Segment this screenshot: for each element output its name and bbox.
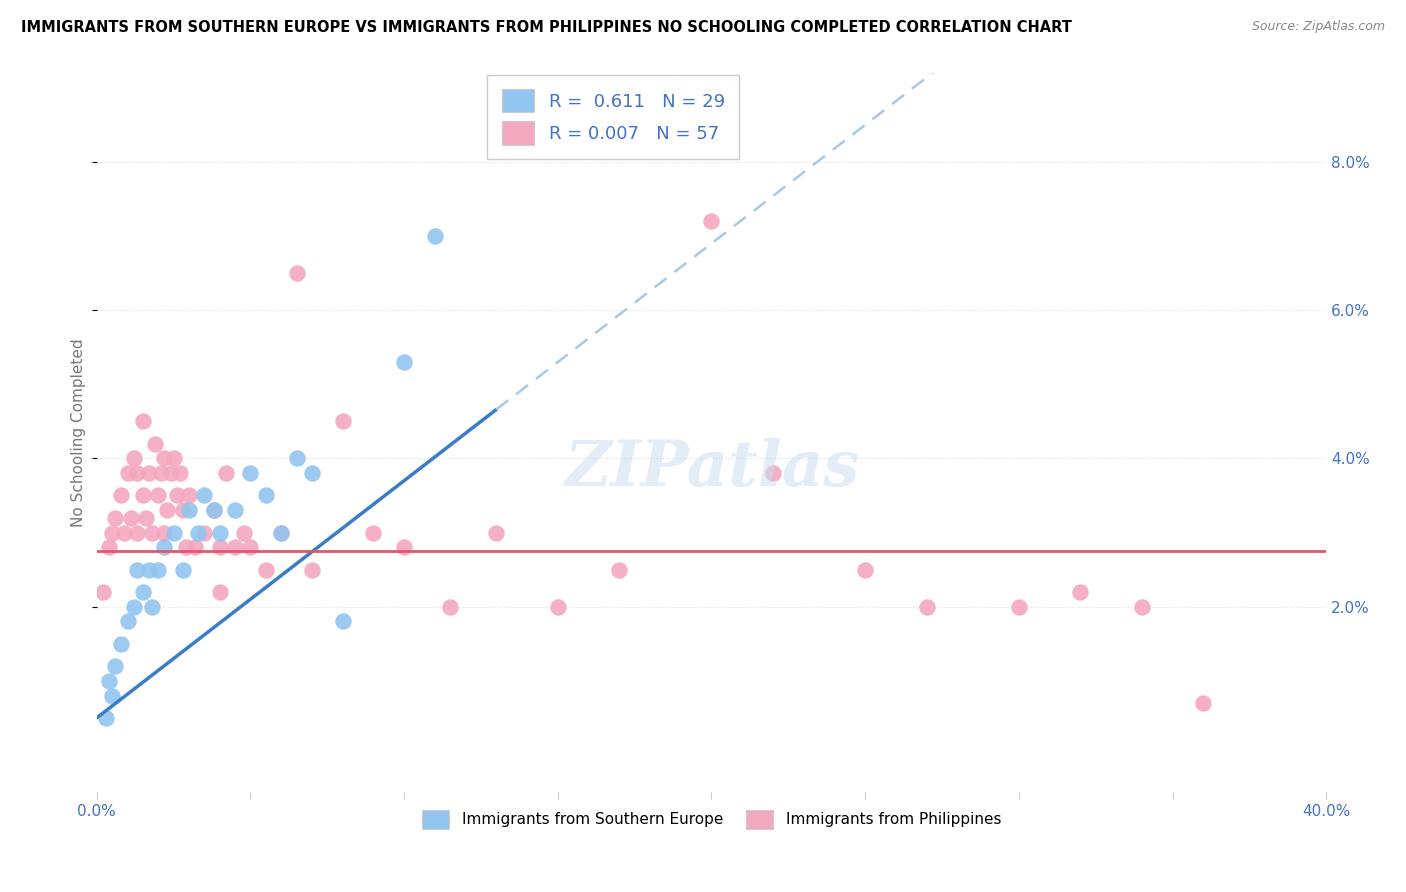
- Text: ZIPatlas: ZIPatlas: [564, 438, 859, 500]
- Point: [174, 541, 197, 555]
- Point: [762, 467, 785, 481]
- Point: [98, 541, 121, 555]
- Point: [177, 503, 200, 517]
- Y-axis label: No Schooling Completed: No Schooling Completed: [72, 338, 86, 527]
- Point: [153, 541, 176, 555]
- Point: [363, 525, 385, 540]
- Text: IMMIGRANTS FROM SOUTHERN EUROPE VS IMMIGRANTS FROM PHILIPPINES NO SCHOOLING COMP: IMMIGRANTS FROM SOUTHERN EUROPE VS IMMIG…: [21, 20, 1071, 35]
- Point: [156, 503, 179, 517]
- Point: [177, 488, 200, 502]
- Point: [224, 503, 246, 517]
- Point: [166, 488, 188, 502]
- Point: [153, 525, 176, 540]
- Point: [135, 510, 157, 524]
- Point: [1008, 599, 1031, 614]
- Point: [700, 214, 723, 228]
- Point: [138, 563, 160, 577]
- Point: [208, 525, 231, 540]
- Point: [208, 541, 231, 555]
- Text: Source: ZipAtlas.com: Source: ZipAtlas.com: [1251, 20, 1385, 33]
- Point: [270, 525, 292, 540]
- Point: [141, 525, 163, 540]
- Point: [202, 503, 225, 517]
- Point: [125, 467, 148, 481]
- Point: [607, 563, 630, 577]
- Point: [159, 467, 181, 481]
- Point: [301, 467, 323, 481]
- Point: [423, 229, 446, 244]
- Point: [193, 525, 215, 540]
- Point: [138, 467, 160, 481]
- Point: [485, 525, 508, 540]
- Point: [853, 563, 876, 577]
- Point: [169, 467, 191, 481]
- Point: [285, 451, 308, 466]
- Point: [132, 584, 155, 599]
- Point: [239, 467, 262, 481]
- Point: [101, 525, 124, 540]
- Point: [1130, 599, 1153, 614]
- Point: [104, 510, 127, 524]
- Legend: Immigrants from Southern Europe, Immigrants from Philippines: Immigrants from Southern Europe, Immigra…: [416, 804, 1007, 835]
- Point: [172, 563, 194, 577]
- Point: [392, 541, 415, 555]
- Point: [233, 525, 256, 540]
- Point: [117, 467, 139, 481]
- Point: [439, 599, 461, 614]
- Point: [132, 414, 155, 428]
- Point: [547, 599, 569, 614]
- Point: [392, 355, 415, 369]
- Point: [117, 615, 139, 629]
- Point: [239, 541, 262, 555]
- Point: [1069, 584, 1091, 599]
- Point: [187, 525, 209, 540]
- Point: [208, 584, 231, 599]
- Point: [332, 414, 354, 428]
- Point: [132, 488, 155, 502]
- Point: [153, 451, 176, 466]
- Point: [110, 637, 132, 651]
- Point: [120, 510, 142, 524]
- Point: [172, 503, 194, 517]
- Point: [148, 488, 170, 502]
- Point: [98, 673, 121, 688]
- Point: [301, 563, 323, 577]
- Point: [915, 599, 938, 614]
- Point: [122, 599, 145, 614]
- Point: [114, 525, 136, 540]
- Point: [94, 711, 117, 725]
- Point: [125, 563, 148, 577]
- Point: [101, 689, 124, 703]
- Point: [202, 503, 225, 517]
- Point: [143, 436, 166, 450]
- Point: [1192, 696, 1215, 710]
- Point: [162, 451, 184, 466]
- Point: [110, 488, 132, 502]
- Point: [224, 541, 246, 555]
- Point: [122, 451, 145, 466]
- Point: [285, 266, 308, 280]
- Point: [91, 584, 114, 599]
- Point: [150, 467, 173, 481]
- Point: [148, 563, 170, 577]
- Point: [215, 467, 238, 481]
- Point: [193, 488, 215, 502]
- Point: [254, 563, 277, 577]
- Point: [162, 525, 184, 540]
- Point: [141, 599, 163, 614]
- Point: [184, 541, 207, 555]
- Point: [104, 659, 127, 673]
- Point: [332, 615, 354, 629]
- Point: [125, 525, 148, 540]
- Point: [270, 525, 292, 540]
- Point: [254, 488, 277, 502]
